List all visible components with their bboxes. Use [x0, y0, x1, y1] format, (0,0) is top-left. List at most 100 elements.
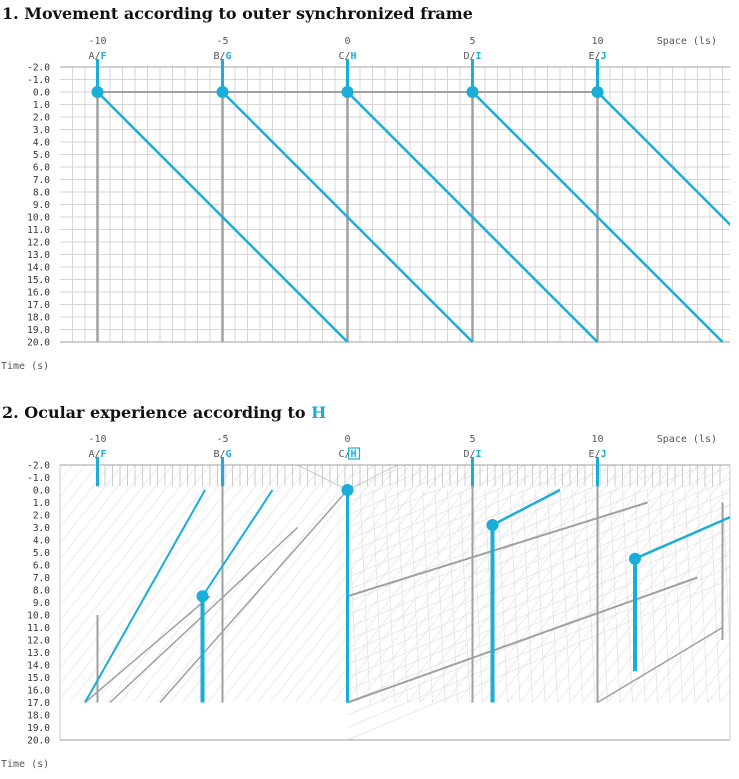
- observer-stationary-label: A: [88, 51, 94, 62]
- grid-line-diagonal: [607, 548, 730, 703]
- space-tick-label: 5: [469, 434, 475, 445]
- worldline-H-past: [159, 489, 349, 703]
- grid-line-slanted: [347, 578, 730, 741]
- grid-line-diagonal: [557, 486, 730, 703]
- grid-line-diagonal: [60, 465, 111, 529]
- observer-moving-label: J: [601, 51, 607, 62]
- time-tick-label: 15.0: [27, 275, 50, 286]
- grid-line-diagonal: [60, 465, 198, 638]
- grid-line-skewed: [384, 489, 396, 703]
- grid-line-diagonal: [469, 465, 661, 703]
- grid-line-diagonal: [94, 465, 286, 703]
- grid-line-diagonal: [432, 465, 623, 703]
- space-tick-label: -5: [216, 434, 228, 445]
- worldline-I: [491, 488, 561, 527]
- time-tick-label: 2.0: [33, 113, 50, 124]
- grid-line-skewed: [697, 489, 708, 703]
- space-tick-label: 5: [469, 36, 475, 47]
- grid-line-diagonal: [694, 658, 730, 703]
- grid-line-diagonal: [60, 465, 236, 685]
- grid-line-diagonal: [82, 465, 273, 703]
- event-dot: [341, 86, 354, 98]
- worldline-J: [634, 515, 730, 560]
- grid-line-diagonal: [457, 465, 648, 703]
- observer-label: B/G: [213, 449, 231, 460]
- diagram2: -10 -5 0 5 10 Space (ls)A/F B/G C/H D/I E/J-2.0-1…: [1, 434, 731, 770]
- grid-line-diagonal: [269, 465, 461, 703]
- event-dot: [341, 484, 354, 496]
- space-tick-label: 10: [591, 36, 603, 47]
- observer-moving-label: H: [351, 51, 357, 62]
- time-tick-label: 3.0: [33, 523, 50, 534]
- observer-label: D/I: [463, 449, 481, 460]
- observer-separator: /: [469, 51, 475, 62]
- grid-line-skewed: [622, 489, 633, 703]
- space-tick-label: 10: [591, 434, 603, 445]
- time-tick-label: 8.0: [33, 188, 50, 199]
- moving-worldline: [346, 91, 599, 343]
- time-tick-label: 16.0: [27, 288, 50, 299]
- observer-stationary-label: D: [463, 449, 469, 460]
- time-tick-label: 14.0: [27, 661, 50, 672]
- grid-line-diagonal: [60, 465, 136, 560]
- grid-line-slanted: [347, 465, 647, 591]
- grid-line-diagonal: [257, 465, 448, 703]
- time-tick-label: 9.0: [33, 200, 50, 211]
- time-tick-label: 4.0: [33, 138, 50, 149]
- observer-moving-label: F: [101, 449, 107, 460]
- grid-line-skewed: [672, 489, 683, 703]
- space-tick-label: -10: [88, 434, 106, 445]
- grid-line-diagonal: [682, 642, 730, 703]
- event-dot: [91, 86, 104, 98]
- diagram1: -10 -5 0 5 10 Space (ls)A/F B/G C/H D/I E/J-2.0-1…: [1, 36, 730, 372]
- time-tick-label: 7.0: [33, 573, 50, 584]
- grid-line-diagonal: [219, 465, 411, 703]
- time-tick-label: 12.0: [27, 636, 50, 647]
- observer-stationary-label: C: [338, 51, 344, 62]
- apparent-gray-1: [347, 501, 648, 598]
- time-tick-label: 19.0: [27, 723, 50, 734]
- time-tick-label: 14.0: [27, 263, 50, 274]
- moving-worldline: [596, 91, 730, 227]
- grid-line-skewed: [359, 489, 371, 703]
- observer-moving-label: I: [476, 449, 482, 460]
- grid-line-diagonal: [60, 465, 148, 576]
- observer-moving-label: G: [226, 51, 232, 62]
- observer-separator: /: [94, 51, 100, 62]
- grid-line-diagonal: [669, 626, 730, 703]
- space-tick-label: -5: [216, 36, 228, 47]
- observer-moving-label: I: [476, 51, 482, 62]
- time-tick-label: 11.0: [27, 623, 50, 634]
- grid-line-diagonal: [619, 564, 730, 703]
- time-tick-label: 0.0: [33, 88, 50, 99]
- time-tick-label: -2.0: [27, 63, 50, 74]
- time-tick-label: 10.0: [27, 213, 50, 224]
- observer-label: D/I: [463, 51, 481, 62]
- grid-line-skewed: [434, 489, 446, 703]
- grid-line-skewed: [497, 489, 508, 703]
- time-tick-label: 11.0: [27, 225, 50, 236]
- observer-moving-label: H: [351, 449, 357, 460]
- time-tick-label: 2.0: [33, 511, 50, 522]
- time-tick-label: 18.0: [27, 711, 50, 722]
- grid-line-diagonal: [544, 470, 730, 703]
- observer-stationary-label: E: [588, 449, 594, 460]
- grid-line-skewed: [722, 489, 730, 658]
- observer-separator: /: [94, 449, 100, 460]
- grid-line-skewed: [547, 489, 558, 703]
- grid-line-slanted: [347, 465, 468, 516]
- time-tick-label: 3.0: [33, 125, 50, 136]
- observer-separator: /: [344, 449, 350, 460]
- time-tick-label: 17.0: [27, 698, 50, 709]
- light-grid-right: [347, 465, 730, 741]
- grid-line-diagonal: [60, 465, 173, 607]
- time-axis-label: Time (s): [1, 361, 49, 372]
- grid-line-skewed: [459, 489, 471, 703]
- light-grid-left: [60, 465, 730, 703]
- space-tick-label: 0: [344, 434, 350, 445]
- grid: [60, 67, 730, 343]
- observer-moving-label: F: [101, 51, 107, 62]
- grid-line-diagonal: [282, 465, 473, 703]
- observer-moving-label: J: [601, 449, 607, 460]
